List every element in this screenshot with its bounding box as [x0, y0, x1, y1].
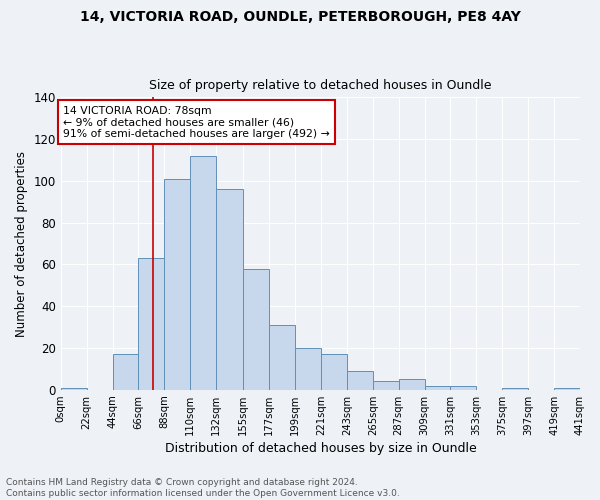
Bar	[425, 386, 451, 390]
Bar	[113, 354, 139, 390]
Bar	[347, 371, 373, 390]
Bar	[269, 325, 295, 390]
Bar	[554, 388, 580, 390]
Bar	[321, 354, 347, 390]
Bar	[398, 380, 425, 390]
Text: 14, VICTORIA ROAD, OUNDLE, PETERBOROUGH, PE8 4AY: 14, VICTORIA ROAD, OUNDLE, PETERBOROUGH,…	[80, 10, 520, 24]
X-axis label: Distribution of detached houses by size in Oundle: Distribution of detached houses by size …	[164, 442, 476, 455]
Text: 14 VICTORIA ROAD: 78sqm
← 9% of detached houses are smaller (46)
91% of semi-det: 14 VICTORIA ROAD: 78sqm ← 9% of detached…	[63, 106, 330, 139]
Bar	[190, 156, 216, 390]
Bar	[502, 388, 528, 390]
Bar	[373, 382, 398, 390]
Text: Contains HM Land Registry data © Crown copyright and database right 2024.
Contai: Contains HM Land Registry data © Crown c…	[6, 478, 400, 498]
Bar	[61, 388, 86, 390]
Y-axis label: Number of detached properties: Number of detached properties	[15, 150, 28, 336]
Title: Size of property relative to detached houses in Oundle: Size of property relative to detached ho…	[149, 79, 491, 92]
Bar	[216, 190, 243, 390]
Bar	[243, 268, 269, 390]
Bar	[164, 179, 190, 390]
Bar	[139, 258, 164, 390]
Bar	[451, 386, 476, 390]
Bar	[295, 348, 321, 390]
